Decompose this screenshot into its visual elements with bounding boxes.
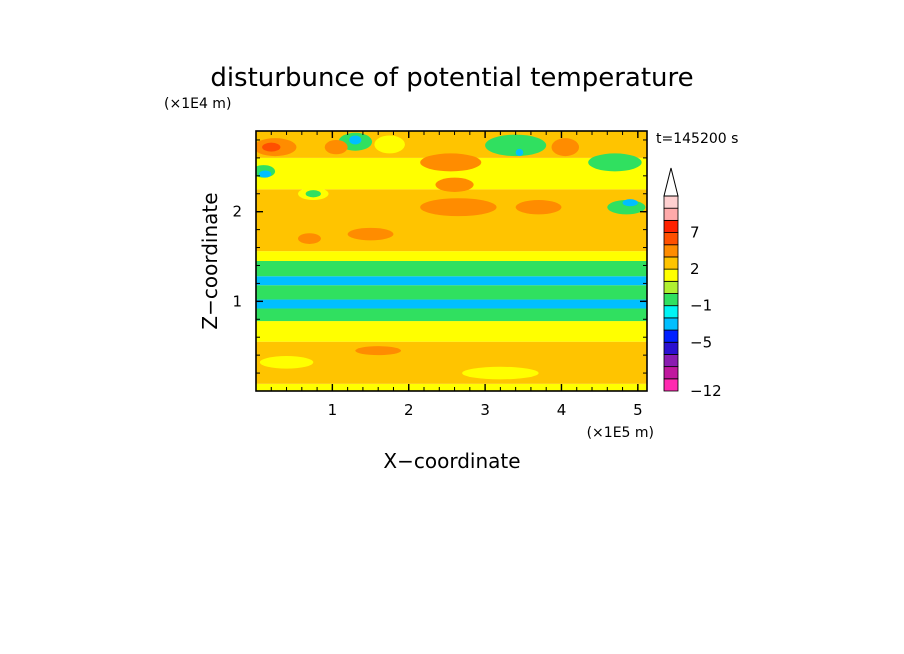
contour-blob-1 xyxy=(262,142,281,152)
contour-blob-16 xyxy=(298,233,321,244)
contour-blob-5 xyxy=(349,135,362,145)
x-axis: 1 2 3 4 5 xyxy=(270,131,643,419)
contour-band-3 xyxy=(256,308,647,322)
colorbar-segment-1 xyxy=(663,366,679,380)
colorbar-segment-8 xyxy=(663,280,679,294)
contour-blob-23 xyxy=(462,366,539,380)
contour-blob-3 xyxy=(259,170,272,178)
x-axis-label: X−coordinate xyxy=(383,449,520,473)
y-axis: 12 xyxy=(232,139,647,374)
contour-blob-14 xyxy=(420,198,497,217)
colorbar-segment-12 xyxy=(663,232,679,246)
contour-band-5 xyxy=(256,285,647,300)
contour-band-0 xyxy=(256,383,647,391)
contour-blob-13 xyxy=(435,177,474,192)
colorbar: 7 2 −1 −5 −12 xyxy=(663,167,722,400)
x-tick-label-4: 5 xyxy=(633,401,643,419)
contour-blob-19 xyxy=(305,190,321,198)
contour-fill xyxy=(256,131,647,391)
colorbar-label-0: 7 xyxy=(690,224,700,242)
colorbar-segment-14 xyxy=(663,207,679,221)
x-axis-unit: (×1E5 m) xyxy=(587,425,654,441)
y-tick-label-0: 1 xyxy=(232,292,242,310)
contour-blob-12 xyxy=(420,153,482,172)
x-tick-label-3: 4 xyxy=(557,401,567,419)
contour-blob-21 xyxy=(622,199,638,207)
colorbar-segment-10 xyxy=(663,256,679,270)
colorbar-segment-7 xyxy=(663,293,679,307)
contour-band-8 xyxy=(256,251,647,261)
colorbar-segment-4 xyxy=(663,329,679,343)
contour-blob-10 xyxy=(551,138,580,157)
colorbar-label-2: −1 xyxy=(690,297,712,315)
colorbar-segment-13 xyxy=(663,219,679,233)
colorbar-segment-15 xyxy=(663,195,679,209)
colorbar-segment-5 xyxy=(663,317,679,331)
colorbar-segment-6 xyxy=(663,305,679,319)
colorbar-segment-2 xyxy=(663,354,679,368)
contour-blob-24 xyxy=(355,346,402,356)
x-tick-label-0: 1 xyxy=(328,401,338,419)
colorbar-segment-3 xyxy=(663,341,679,355)
y-axis-unit: (×1E4 m) xyxy=(164,96,231,112)
y-axis-label: Z−coordinate xyxy=(198,192,222,329)
contour-band-7 xyxy=(256,261,647,277)
x-tick-label-1: 2 xyxy=(404,401,414,419)
contour-blob-9 xyxy=(515,148,524,157)
colorbar-label-3: −5 xyxy=(690,333,712,351)
contour-blob-8 xyxy=(485,134,547,157)
plot-frame xyxy=(255,130,648,392)
colorbar-label-1: 2 xyxy=(690,260,700,278)
contour-blob-22 xyxy=(259,356,314,369)
contour-band-1 xyxy=(256,341,647,384)
contour-blob-11 xyxy=(588,153,642,172)
colorbar-segment-0 xyxy=(663,378,679,392)
contour-band-11 xyxy=(256,131,647,158)
contour-blob-6 xyxy=(324,139,348,155)
chart-title: disturbunce of potential temperature xyxy=(210,63,693,93)
contour-band-6 xyxy=(256,276,647,286)
contour-band-2 xyxy=(256,321,647,342)
time-label: t=145200 s xyxy=(656,131,738,147)
colorbar-segment-11 xyxy=(663,244,679,258)
contour-blob-17 xyxy=(347,227,394,241)
colorbar-extend-arrow xyxy=(663,167,679,197)
contour-blob-15 xyxy=(515,200,562,215)
colorbar-segment-9 xyxy=(663,268,679,282)
x-tick-label-2: 3 xyxy=(480,401,490,419)
contour-band-4 xyxy=(256,299,647,309)
colorbar-label-4: −12 xyxy=(690,382,722,400)
y-tick-label-1: 2 xyxy=(232,203,242,221)
contour-blob-7 xyxy=(374,135,405,154)
